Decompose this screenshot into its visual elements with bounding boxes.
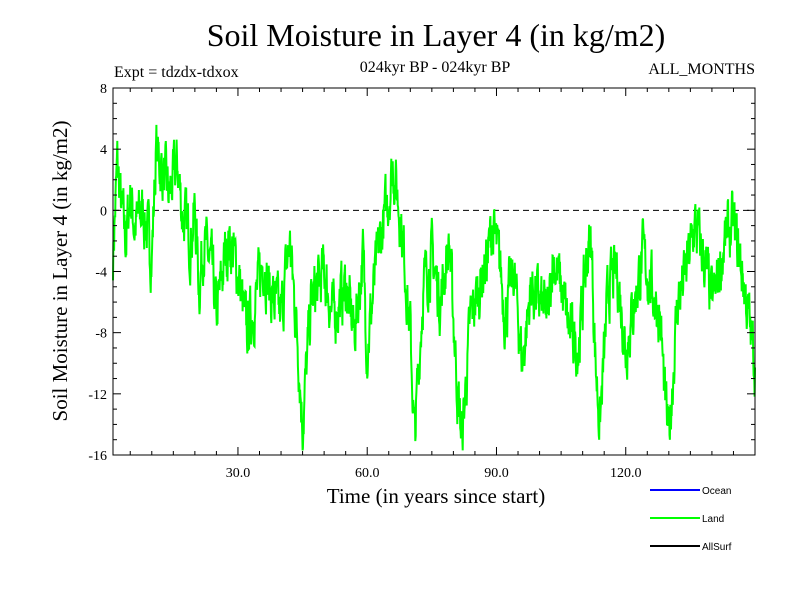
series-line-land bbox=[112, 124, 756, 451]
x-tick-label: 60.0 bbox=[355, 466, 380, 481]
x-tick-label: 30.0 bbox=[226, 466, 251, 481]
y-tick-label: 0 bbox=[100, 204, 107, 219]
y-tick-label: 8 bbox=[100, 82, 107, 97]
y-tick-label: 4 bbox=[100, 143, 107, 158]
axes: 8 4 0 -4 -8 -12 -16 30.0 60.0 90.0 120.0 bbox=[88, 82, 755, 481]
chart-title: Soil Moisture in Layer 4 (in kg/m2) bbox=[207, 17, 666, 53]
y-axis-label: Soil Moisture in Layer 4 (in kg/m2) bbox=[48, 121, 72, 422]
y-tick-label: -4 bbox=[95, 266, 107, 281]
legend: Ocean Land AllSurf bbox=[650, 486, 732, 553]
y-tick-label: -8 bbox=[95, 327, 107, 342]
experiment-label: Expt = tdzdx-tdxox bbox=[114, 64, 239, 81]
chart-subtitle: 024kyr BP - 024kyr BP bbox=[360, 59, 511, 76]
y-tick-label: -16 bbox=[88, 449, 107, 464]
legend-label-allsurf: AllSurf bbox=[702, 542, 732, 553]
y-tick-label: -12 bbox=[88, 388, 107, 403]
x-tick-label: 120.0 bbox=[610, 466, 642, 481]
months-label: ALL_MONTHS bbox=[648, 61, 755, 78]
x-tick-label: 90.0 bbox=[484, 466, 509, 481]
legend-label-land: Land bbox=[702, 514, 724, 525]
legend-label-ocean: Ocean bbox=[702, 486, 731, 497]
plot-area bbox=[112, 124, 756, 451]
x-axis-label: Time (in years since start) bbox=[327, 484, 546, 508]
